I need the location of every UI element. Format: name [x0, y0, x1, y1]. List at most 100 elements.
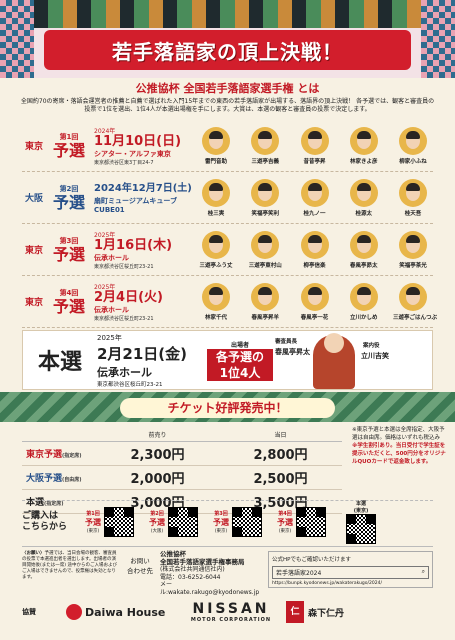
prelim-number: 第4回	[59, 289, 79, 297]
host-name: 立川吉笑	[361, 352, 389, 360]
prelim-number: 第1回	[59, 133, 79, 141]
final-entrants: 出場者 各予選の 1位4人	[207, 340, 273, 381]
checker-left	[0, 0, 34, 78]
player: 春風亭昇羊	[245, 282, 285, 321]
table-row: 東京予選(指定席) 2,300円 2,800円	[22, 441, 342, 466]
final-section: 本選 2025年 2月21日(金) 伝承ホール 東京都渋谷区桜丘町23-21 出…	[22, 330, 433, 390]
qr-code-icon[interactable]	[168, 506, 198, 537]
price-advance: 2,000円	[96, 465, 219, 490]
purchase-qr-1[interactable]: 第1回 予選 (東京)	[82, 506, 146, 537]
prelim-year: 2025年	[94, 283, 116, 291]
prelim-info: 2025年 1月16日(木) 伝承ホール 東京都渋谷区桜丘町23-21	[92, 230, 196, 270]
prelim-region: 東京	[24, 142, 43, 152]
player-name: 桂九ノ一	[303, 210, 326, 217]
player: 柳亭信楽	[295, 230, 335, 269]
judge-name: 春風亭昇太	[275, 348, 310, 356]
prelim-region: 大阪	[24, 194, 43, 204]
final-address: 東京都渋谷区桜丘町23-21	[97, 381, 163, 388]
prelim-round: 第1回 予選	[46, 132, 92, 159]
page-title: 若手落語家の頂上決戦！	[112, 39, 343, 64]
prelim-label: 予選	[52, 297, 85, 316]
purchase-qr-3[interactable]: 第3回 予選 (東京)	[210, 506, 274, 537]
purchase-section: ご購入は こちらから 第1回 予選 (東京) 第2回 予選 (大阪) 第3回 予選 (東京)…	[22, 500, 433, 544]
player: 春風亭昴太	[344, 230, 384, 269]
prelim-players: 三遊亭ふう丈 三遊亭東村山 柳亭信楽 春風亭昴太 笑福亭茶光	[196, 230, 433, 269]
player: 三遊亭東村山	[245, 230, 285, 269]
player-name: 笑福亭笑利	[251, 210, 279, 217]
prelim-label: 予選	[52, 141, 85, 160]
qr-code-icon[interactable]	[346, 513, 376, 544]
curtain	[34, 0, 421, 28]
prelim-players: 雷門音助 三遊亭吉義 昔昔亭昇 林家きよ彦 柳家小ふね	[196, 126, 433, 165]
header-band: 若手落語家の頂上決戦！	[0, 0, 455, 78]
player: 林家千代	[196, 282, 236, 321]
player: 三遊亭ごはんつぶ	[393, 282, 437, 321]
qr-code-icon[interactable]	[104, 506, 134, 537]
prelim-label: 予選	[52, 245, 85, 264]
player: 桂三実	[196, 178, 236, 217]
price-header-door: 当日	[219, 428, 342, 442]
ticket-notes: ※東京予選と本選は全席指定、大阪予選は自由席。価格はいずれも税込み ※学生割引あ…	[352, 426, 448, 466]
player-name: 三遊亭吉義	[251, 158, 279, 165]
prelim-number: 第3回	[59, 237, 79, 245]
qr-code-icon[interactable]	[296, 506, 326, 537]
player-name: 三遊亭ふう丈	[199, 262, 233, 269]
homepage-box[interactable]: 公式HPでもご確認いただけます 若手落語家2024 ⌕ https://bunpk…	[268, 551, 433, 588]
player: 桂天吾	[393, 178, 433, 217]
prelim-venue: 扇町ミュージアムキューブ CUBE01	[94, 196, 177, 214]
prelim-round: 第4回 予選	[46, 288, 92, 315]
player-photo	[202, 126, 230, 155]
player-name: 柳家小ふね	[399, 158, 427, 165]
daiwa-house-logo: Daiwa House	[66, 604, 176, 620]
player-photo	[349, 126, 378, 155]
purchase-qr-2[interactable]: 第2回 予選 (大阪)	[146, 506, 210, 537]
price-row-label: 東京予選(指定席)	[22, 441, 96, 466]
checker-right	[421, 0, 455, 78]
ticket-heading: チケット好評発売中！	[120, 398, 335, 418]
sponsors: 協賛 Daiwa House NISSAN MOTOR CORPORATION …	[22, 592, 433, 632]
player-photo	[202, 282, 230, 311]
player-photo	[251, 230, 280, 259]
player-name: 昔昔亭昇	[303, 158, 326, 165]
player-photo	[300, 230, 329, 259]
prelim-date: 11月10日(日)	[94, 133, 182, 149]
prelim-venue: 伝承ホール	[94, 305, 129, 314]
entrants-caption: 出場者	[230, 341, 249, 349]
player-name: 春風亭一花	[300, 314, 329, 321]
host-label: 案内役	[363, 343, 380, 349]
player-photo	[251, 126, 280, 155]
player: 立川かしめ	[344, 282, 384, 321]
prelim-year: 2025年	[94, 231, 116, 239]
judges: 審査員長 春風亭昇太 案内役 立川吉笑	[273, 331, 432, 389]
purchase-qr-final[interactable]: 本選 (東京)	[338, 500, 384, 544]
player-name: 三遊亭東村山	[248, 262, 282, 269]
judge-label: 審査員長	[275, 339, 298, 345]
table-row: 大阪予選(自由席) 2,000円 2,500円	[22, 465, 342, 490]
player: 桂九ノ一	[295, 178, 335, 217]
qr-code-icon[interactable]	[232, 506, 262, 537]
sponsors-label: 協賛	[22, 608, 36, 616]
player-name: 桂天吾	[404, 210, 422, 217]
player: 三遊亭吉義	[245, 126, 285, 165]
price-door: 2,500円	[219, 465, 342, 490]
player: 林家きよ彦	[344, 126, 384, 165]
final-date: 2月21日(金)	[97, 344, 188, 363]
ticket-note-seating: ※東京予選と本選は全席指定、大阪予選は自由席。価格はいずれも税込み	[352, 427, 445, 441]
price-door: 2,800円	[219, 441, 342, 466]
homepage-search[interactable]: 若手落語家2024 ⌕	[272, 566, 429, 579]
homepage-url[interactable]: https://bunpk.kyodonews.jp/wakaterakugo/…	[272, 581, 383, 586]
caution-note: 〈お願い〉予選では、当日会場の観客、審査員の投票で本選進出者を選出します。出場者…	[22, 551, 117, 580]
jintan-mark-icon: 仁	[286, 601, 304, 623]
purchase-qr-4[interactable]: 第4回 予選 (東京)	[274, 506, 338, 537]
daiwa-mark-icon	[66, 604, 82, 620]
prelim-players: 桂三実 笑福亭笑利 桂九ノ一 桂源太 桂天吾	[196, 178, 433, 217]
player-name: 桂源太	[355, 210, 372, 217]
prelim-round: 第2回 予選	[46, 184, 92, 211]
player-name: 柳亭信楽	[303, 262, 326, 269]
prelim-row: 大阪 第2回 予選 2024年12月7日(土) 扇町ミュージアムキューブ CUB…	[22, 172, 433, 224]
prelim-date: 2月4日(火)	[94, 289, 163, 305]
organizer-info: 公推協杯 全国若手落語家選手権事務局 (株式会社共同通信社内) 電話：03-62…	[160, 550, 260, 596]
nissan-logo: NISSAN MOTOR CORPORATION	[190, 601, 272, 623]
player: 昔昔亭昇	[295, 126, 335, 165]
prelim-region: 東京	[24, 246, 43, 256]
